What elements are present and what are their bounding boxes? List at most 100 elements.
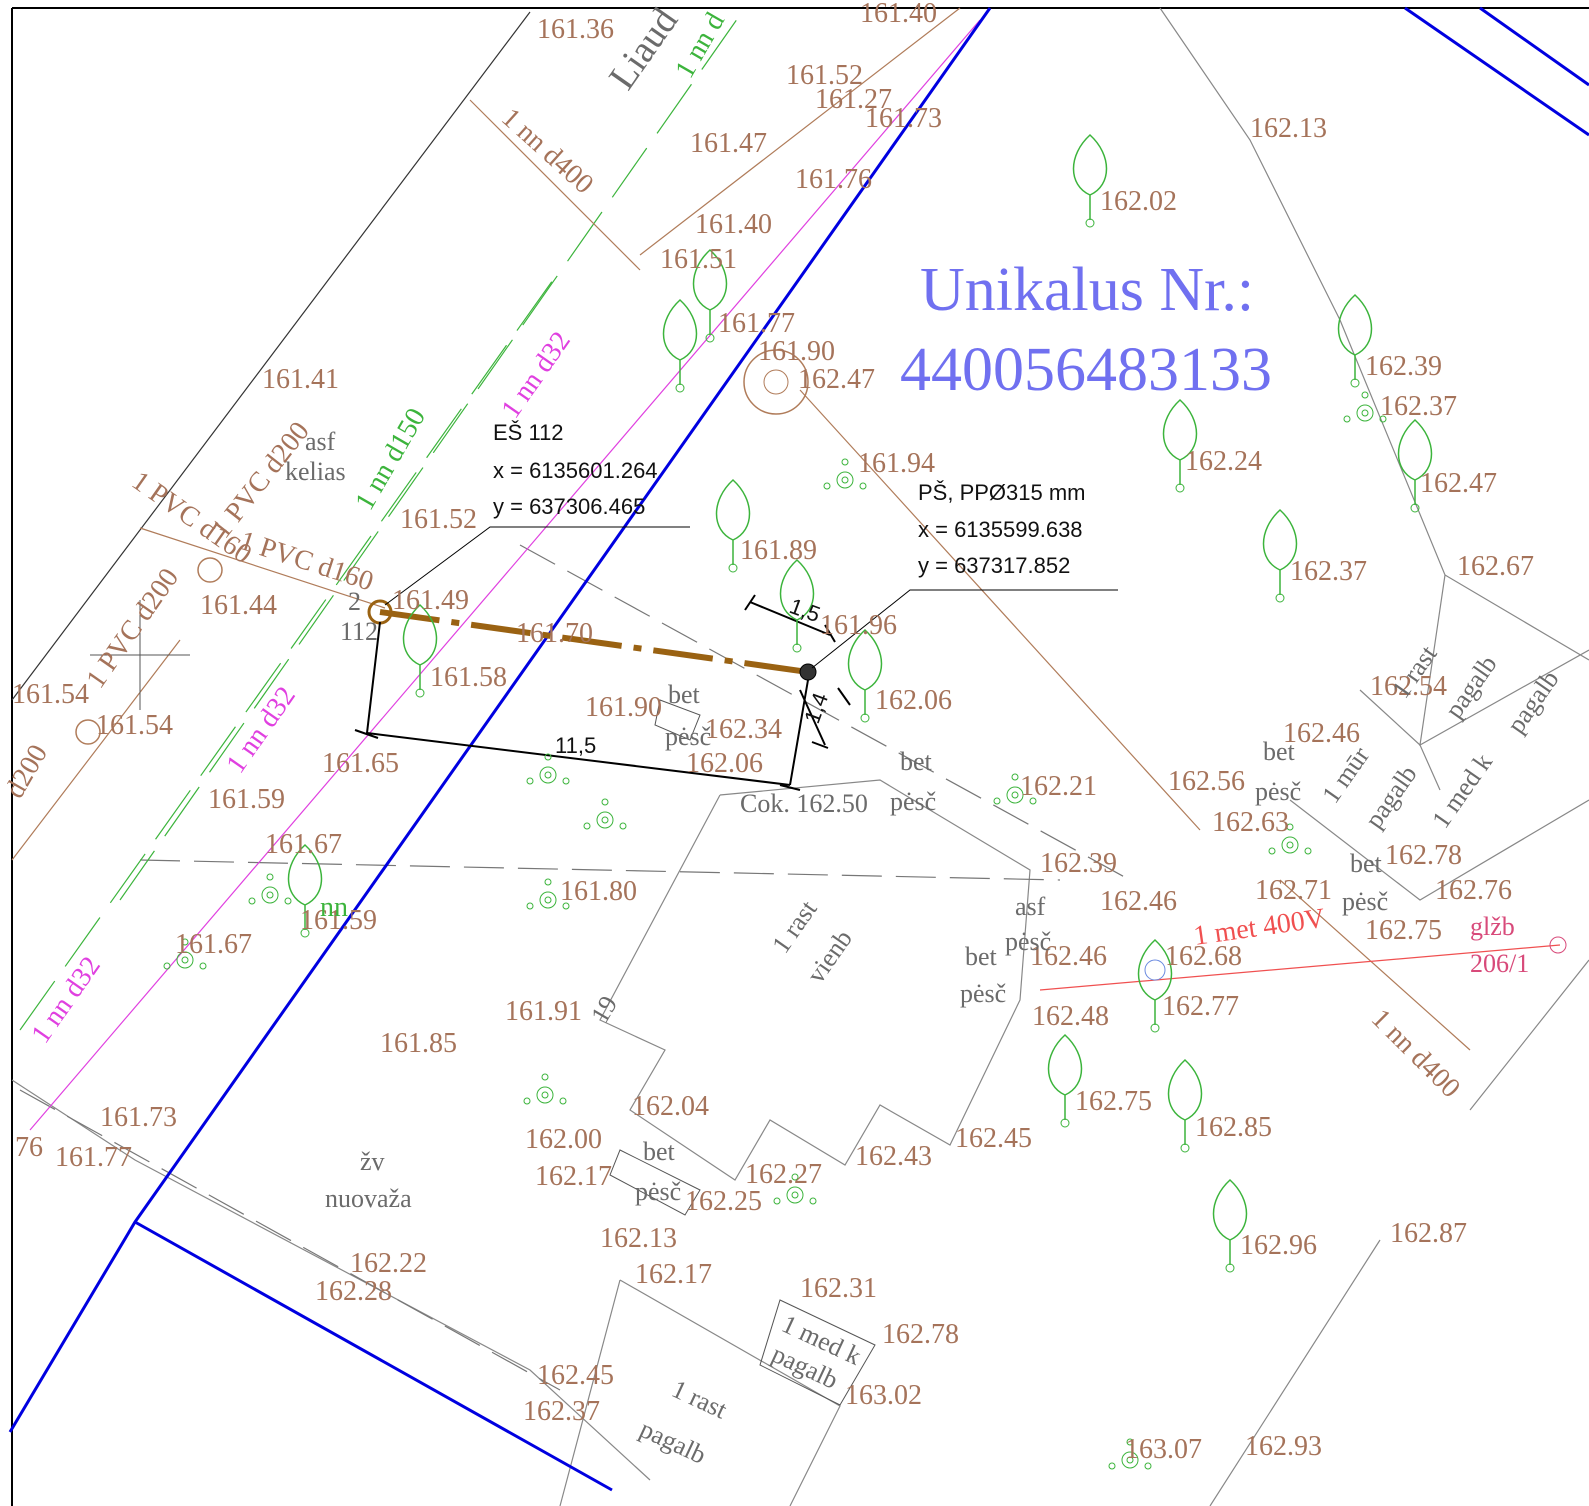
elevation-label: 161.94: [858, 448, 935, 479]
feature-label: pėsč: [890, 787, 936, 816]
elevation-label: 161.65: [322, 748, 399, 779]
feature-label: 112: [340, 617, 378, 646]
elevation-label: 161.49: [392, 585, 469, 616]
elevation-label: 161.77: [55, 1142, 132, 1173]
feature-label: Cok. 162.50: [740, 789, 868, 818]
annotation: 11,5: [555, 733, 596, 758]
elevation-label: 161.40: [695, 209, 772, 240]
feature-label: bet: [1263, 737, 1296, 766]
elevation-label: 162.85: [1195, 1112, 1272, 1143]
elevation-label: 161.40: [860, 0, 937, 29]
elevation-label: 161.41: [262, 364, 339, 395]
elevation-label: 162.02: [1100, 186, 1177, 217]
elevation-label: 161.67: [265, 829, 342, 860]
elevation-label: 163.02: [845, 1380, 922, 1411]
elevation-label: 162.31: [800, 1273, 877, 1304]
elevation-label: 162.75: [1075, 1086, 1152, 1117]
elevation-label: 162.45: [955, 1123, 1032, 1154]
elevation-label: 162.13: [600, 1223, 677, 1254]
elevation-label: 161.59: [208, 784, 285, 815]
elevation-label: 162.96: [1240, 1230, 1317, 1261]
feature-label: nuovaža: [325, 1184, 412, 1213]
elevation-label: 162.87: [1390, 1218, 1467, 1249]
elevation-label: 163.07: [1125, 1434, 1202, 1465]
elevation-label: 161.80: [560, 876, 637, 907]
feature-label: pėsč: [1342, 887, 1388, 916]
feature-label: pėsč: [1005, 927, 1051, 956]
feature-label: pėsč: [665, 722, 711, 751]
annotation: x = 6135601.264: [493, 458, 658, 483]
feature-label: pėsč: [1255, 777, 1301, 806]
elevation-label: 161.89: [740, 535, 817, 566]
feature-label: pėsč: [635, 1177, 681, 1206]
elevation-label: 162.39: [1040, 848, 1117, 879]
elevation-label: 161.77: [718, 308, 795, 339]
elevation-label: 162.21: [1020, 771, 1097, 802]
annotation: EŠ 112: [493, 420, 564, 445]
feature-label: asf: [1015, 892, 1046, 921]
elevation-label: 162.47: [1420, 468, 1497, 499]
parcel-number: 440056483133: [900, 336, 1272, 404]
elevation-label: 161.47: [690, 128, 767, 159]
elevation-label: 162.17: [535, 1161, 612, 1192]
feature-label: pėsč: [960, 979, 1006, 1008]
elevation-label: 161.51: [660, 244, 737, 275]
elevation-label: 162.25: [685, 1186, 762, 1217]
elevation-label: 162.06: [875, 685, 952, 716]
parcel-number: Unikalus Nr.:: [920, 256, 1254, 324]
elevation-label: 161.70: [516, 618, 593, 649]
survey-map: 161.36161.40161.52161.27161.73161.47161.…: [0, 0, 1589, 1506]
elevation-label: 161.73: [865, 103, 942, 134]
elevation-label: 162.71: [1255, 875, 1332, 906]
elevation-label: 162.37: [1290, 556, 1367, 587]
feature-label: bet: [1350, 849, 1383, 878]
elevation-label: 162.78: [1385, 840, 1462, 871]
elevation-label: 162.45: [537, 1360, 614, 1391]
elevation-label: 162.00: [525, 1124, 602, 1155]
elevation-label: 162.06: [686, 748, 763, 779]
elevation-label: 161.96: [820, 610, 897, 641]
elevation-label: 162.48: [1032, 1001, 1109, 1032]
elevation-label: 162.43: [855, 1141, 932, 1172]
elevation-label: 162.17: [635, 1259, 712, 1290]
feature-label: bet: [965, 942, 998, 971]
elevation-label: 162.67: [1457, 551, 1534, 582]
elevation-label: 162.56: [1168, 766, 1245, 797]
elevation-label: 161.52: [400, 504, 477, 535]
utility-label: nn: [320, 892, 348, 923]
feature-label: bet: [668, 680, 701, 709]
annotation: y = 637306.465: [493, 494, 645, 519]
elevation-label: 162.37: [1380, 391, 1457, 422]
annotation: x = 6135599.638: [918, 517, 1083, 542]
annotation: PŠ, PPØ315 mm: [918, 480, 1086, 505]
elevation-label: 162.63: [1212, 807, 1289, 838]
elevation-label: 162.77: [1162, 991, 1239, 1022]
elevation-label: 161.44: [200, 590, 277, 621]
annotation: y = 637317.852: [918, 553, 1070, 578]
feature-label: glžb: [1470, 912, 1515, 941]
elevation-label: 161.91: [505, 996, 582, 1027]
feature-label: žv: [360, 1147, 385, 1176]
elevation-label: 162.78: [882, 1319, 959, 1350]
elevation-label: 162.34: [705, 714, 782, 745]
elevation-label: 161.54: [96, 710, 173, 741]
elevation-label: 162.13: [1250, 113, 1327, 144]
elevation-label: 161.76: [795, 164, 872, 195]
elevation-label: 161.90: [758, 336, 835, 367]
elevation-label: 161.85: [380, 1028, 457, 1059]
feature-label: 206/1: [1470, 949, 1529, 978]
elevation-label: 162.39: [1365, 351, 1442, 382]
feature-label: bet: [900, 747, 933, 776]
feature-label: bet: [643, 1137, 676, 1166]
elevation-label: 162.24: [1185, 446, 1262, 477]
elevation-label: 161.73: [100, 1102, 177, 1133]
elevation-label: 162.93: [1245, 1431, 1322, 1462]
elevation-label: 161.67: [175, 929, 252, 960]
elevation-label: 161.36: [537, 14, 614, 45]
elevation-label: 162.46: [1100, 886, 1177, 917]
elevation-label: 162.37: [523, 1396, 600, 1427]
elevation-label: 162.22: [350, 1248, 427, 1279]
elevation-label: 161.54: [12, 679, 89, 710]
elevation-label: 76: [15, 1132, 43, 1163]
elevation-label: 161.90: [585, 692, 662, 723]
